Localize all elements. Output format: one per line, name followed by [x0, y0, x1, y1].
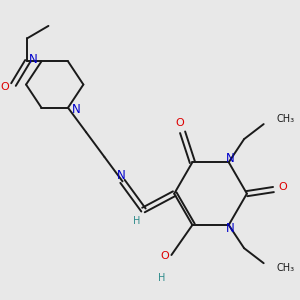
- Text: O: O: [175, 118, 184, 128]
- Text: O: O: [279, 182, 288, 192]
- Text: H: H: [158, 273, 165, 283]
- Text: H: H: [133, 217, 140, 226]
- Text: N: N: [117, 169, 125, 182]
- Text: N: N: [226, 152, 235, 166]
- Text: N: N: [71, 103, 80, 116]
- Text: CH₃: CH₃: [276, 263, 294, 273]
- Text: N: N: [226, 222, 235, 235]
- Text: O: O: [160, 251, 169, 261]
- Text: O: O: [0, 82, 9, 92]
- Text: N: N: [29, 53, 38, 67]
- Text: CH₃: CH₃: [276, 114, 294, 124]
